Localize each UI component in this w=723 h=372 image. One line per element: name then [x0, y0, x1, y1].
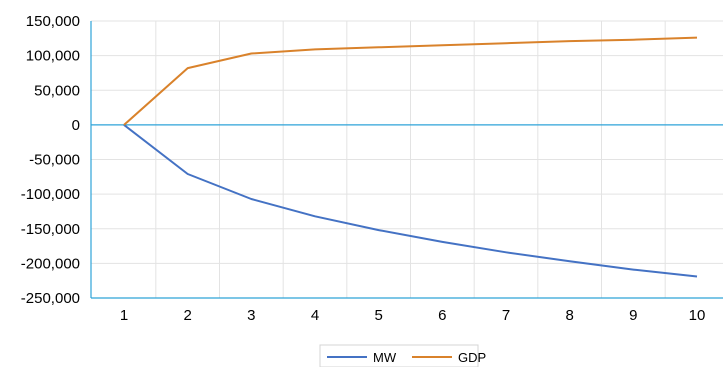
y-tick-label: -100,000: [21, 186, 80, 203]
y-tick-label: -250,000: [21, 290, 80, 307]
y-tick-label: -50,000: [29, 152, 80, 169]
x-tick-label: 5: [374, 307, 382, 324]
y-tick-label: 150,000: [26, 13, 80, 30]
x-tick-label: 2: [183, 307, 191, 324]
x-tick-label: 6: [438, 307, 446, 324]
series-lines: [123, 36, 698, 278]
series-line-mw: [123, 124, 698, 278]
grid-lines: [91, 20, 723, 299]
x-tick-label: 3: [247, 307, 255, 324]
x-tick-label: 9: [629, 307, 637, 324]
series-line-gdp: [123, 36, 698, 126]
y-tick-label: 100,000: [26, 48, 80, 65]
legend: MW GDP: [319, 344, 486, 368]
x-tick-label: 8: [565, 307, 573, 324]
x-tick-label: 10: [689, 307, 706, 324]
x-tick-label: 4: [311, 307, 319, 324]
x-tick-label: 1: [120, 307, 128, 324]
axes: [90, 21, 723, 299]
x-tick-label: 7: [502, 307, 510, 324]
y-tick-label: 0: [72, 117, 80, 134]
legend-label-mw: MW: [373, 350, 397, 365]
y-tick-label: -150,000: [21, 221, 80, 238]
y-tick-label: -200,000: [21, 255, 80, 272]
x-tick-labels: 1 2 3 4 5 6 7 8 9 10: [120, 307, 706, 324]
y-tick-label: 50,000: [34, 82, 80, 99]
y-tick-labels: 150,000 100,000 50,000 0 -50,000 -100,000 -150…: [21, 13, 80, 307]
legend-label-gdp: GDP: [458, 350, 486, 365]
